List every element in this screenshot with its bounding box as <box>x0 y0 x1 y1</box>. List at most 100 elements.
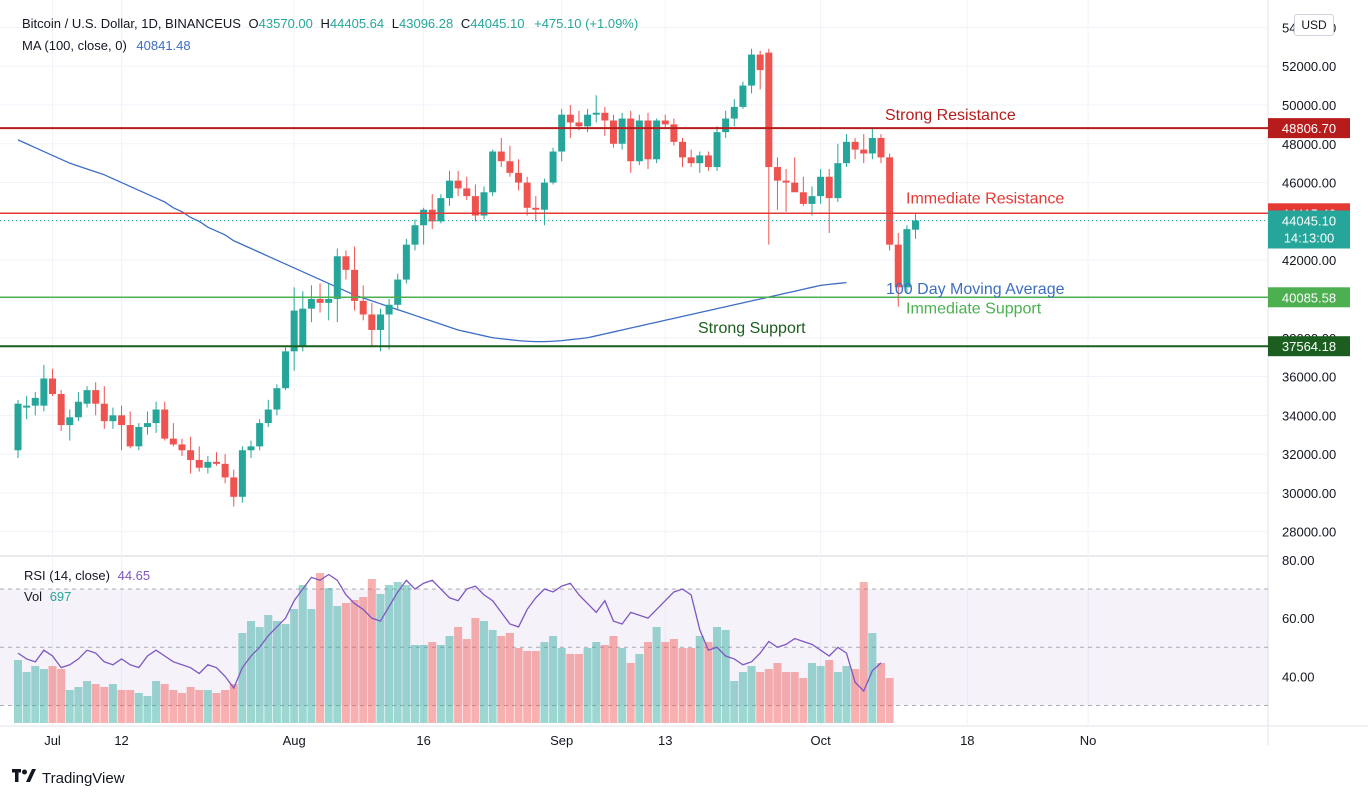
candle-body <box>799 192 807 204</box>
time-tick-label: No <box>1080 733 1097 748</box>
volume-bar <box>592 642 601 723</box>
candle-body <box>851 141 859 150</box>
volume-bar <box>454 627 463 723</box>
candle-body <box>886 157 894 245</box>
volume-bar <box>359 597 368 723</box>
candle-body <box>454 180 462 189</box>
volume-bar <box>626 663 635 723</box>
volume-bar <box>557 648 566 723</box>
volume-bar <box>868 633 877 723</box>
volume-bar <box>410 645 419 723</box>
price-tick-label: 48000.00 <box>1282 137 1336 152</box>
candle-body <box>894 244 902 288</box>
strong-resistance-price-label: 48806.70 <box>1282 121 1336 136</box>
volume-bar <box>851 669 860 723</box>
volume-bar <box>799 678 808 723</box>
volume-bar <box>281 624 290 723</box>
rsi-header[interactable]: RSI (14, close) 44.65 <box>24 568 150 583</box>
candle-body <box>540 182 548 210</box>
volume-bar <box>290 609 299 723</box>
candle-body <box>661 120 669 125</box>
immediate-resistance-annotation: Immediate Resistance <box>906 190 1064 207</box>
volume-bar <box>48 666 57 723</box>
candle-body <box>834 163 842 199</box>
immediate-support-annotation: Immediate Support <box>906 300 1042 317</box>
volume-bar <box>221 690 230 723</box>
candle-body <box>169 438 177 445</box>
candle-body <box>696 155 704 164</box>
ma-header[interactable]: MA (100, close, 0) 40841.48 <box>22 38 191 53</box>
last-price-label: 44045.10 <box>1282 213 1336 228</box>
candle-body <box>195 459 203 468</box>
candle-body <box>713 132 721 168</box>
candle-body <box>40 378 48 406</box>
candle-body <box>83 390 91 404</box>
volume-bar <box>419 645 428 723</box>
candle-body <box>808 196 816 204</box>
volume-bar <box>65 690 74 723</box>
volume-bar <box>531 651 540 723</box>
candle-body <box>282 351 290 389</box>
volume-bar <box>177 693 186 723</box>
volume-bar <box>31 666 40 723</box>
ma-value: 40841.48 <box>136 38 191 53</box>
strong-support-price-label: 37564.18 <box>1282 339 1336 354</box>
volume-bar <box>842 666 851 723</box>
volume-bar <box>298 585 307 723</box>
volume-header[interactable]: Vol 697 <box>24 589 71 604</box>
candle-body <box>592 112 600 115</box>
candle-body <box>273 388 281 410</box>
time-tick-label: 16 <box>416 733 430 748</box>
volume-bar <box>445 636 454 723</box>
volume-bar <box>574 654 583 723</box>
volume-bar <box>877 663 885 723</box>
ma-annotation: 100 Day Moving Average <box>886 281 1065 298</box>
volume-bar <box>238 633 247 723</box>
volume-bar <box>436 645 445 723</box>
candle-body <box>506 161 514 173</box>
candle-body <box>204 461 212 468</box>
volume-bar <box>807 663 816 723</box>
tradingview-brand[interactable]: TradingView <box>12 769 125 788</box>
volume-bar <box>367 579 376 723</box>
candle-body <box>109 415 117 422</box>
volume-bar <box>385 585 394 723</box>
candle-body <box>670 124 678 142</box>
volume-bar <box>583 648 592 723</box>
time-tick-label: 18 <box>960 733 974 748</box>
candle-body <box>609 120 617 144</box>
rsi-tick-label: 40.00 <box>1282 669 1315 684</box>
volume-bar <box>669 639 678 723</box>
volume-bar <box>316 573 325 723</box>
candle-body <box>446 180 453 199</box>
candle-body <box>342 256 350 270</box>
price-tick-label: 42000.00 <box>1282 253 1336 268</box>
candle-body <box>903 229 911 288</box>
candle-body <box>825 176 833 199</box>
volume-bar <box>462 639 471 723</box>
volume-bar <box>480 621 489 723</box>
volume-bar <box>91 684 100 723</box>
candle-body <box>187 450 195 460</box>
candle-body <box>299 308 307 346</box>
candle-body <box>368 314 376 330</box>
volume-bar <box>203 690 212 723</box>
candle-body <box>74 401 82 418</box>
currency-button[interactable]: USD <box>1294 14 1334 36</box>
volume-bar <box>333 606 342 723</box>
immediate-support-price-tag <box>1268 287 1350 308</box>
candle-body <box>411 225 419 245</box>
open-value: 43570.00 <box>258 16 313 31</box>
time-tick-label: Sep <box>550 733 573 748</box>
candle-body <box>653 120 661 160</box>
candle-body <box>765 52 773 168</box>
candle-body <box>238 450 246 497</box>
high-value: 44405.64 <box>329 16 385 31</box>
candle-body <box>394 279 402 305</box>
change-value: +475.10 (+1.09%) <box>534 16 639 31</box>
volume-bar <box>169 690 178 723</box>
candle-body <box>679 141 687 158</box>
candle-body <box>523 182 531 208</box>
volume-bar <box>730 681 739 723</box>
